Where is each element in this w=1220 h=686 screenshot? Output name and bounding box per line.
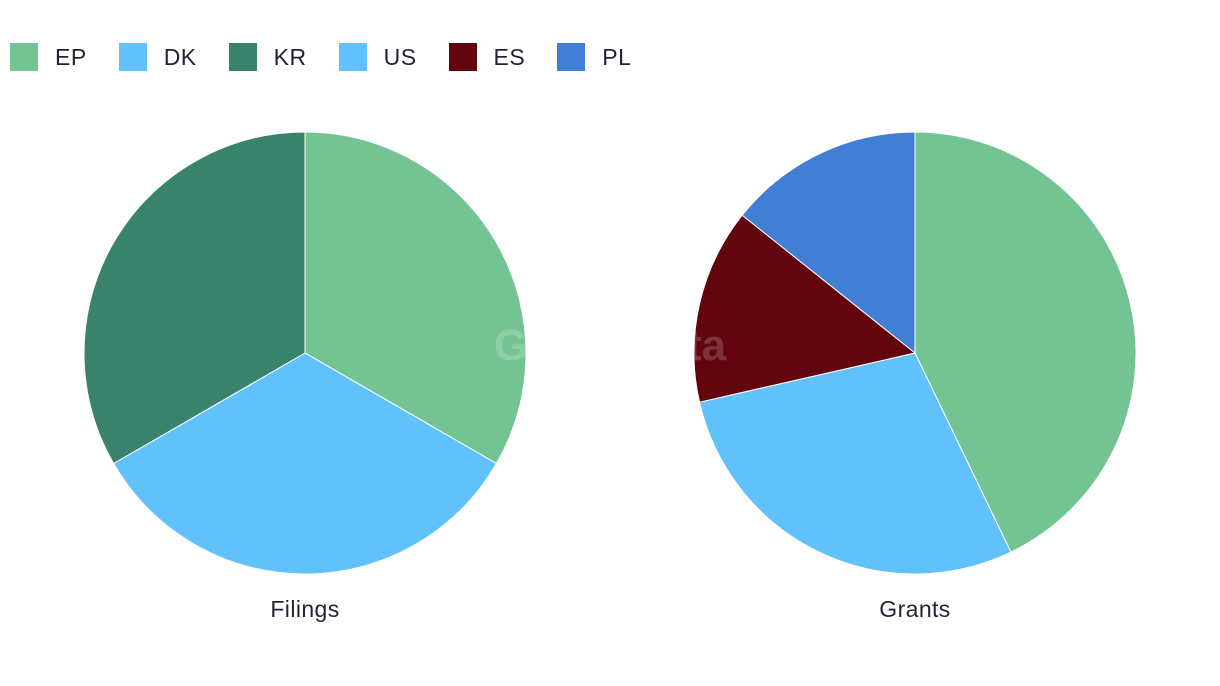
pie-slice-grants-pl[interactable]: [741, 131, 916, 355]
legend-swatch-dk: [118, 43, 147, 71]
pie-slice-grants-us[interactable]: [698, 352, 1012, 575]
legend-swatch-kr: [228, 43, 257, 71]
watermark-text: GlobalData: [494, 321, 727, 370]
legend-label-pl: PL: [602, 43, 632, 70]
pie-title-filings: Filings: [270, 596, 339, 622]
legend-swatch-us: [338, 43, 367, 71]
pie-title-grants: Grants: [879, 596, 950, 622]
pie-filings: [83, 131, 527, 575]
legend-item-kr[interactable]: KR: [228, 43, 307, 71]
pie-slice-filings-ep[interactable]: [304, 131, 527, 465]
legend-item-ep[interactable]: EP: [10, 43, 87, 71]
pie-grants: [693, 131, 1137, 575]
pie-slice-grants-es[interactable]: [693, 214, 917, 403]
pie-slice-grants-ep[interactable]: [914, 131, 1137, 553]
legend-swatch-es: [448, 43, 477, 71]
legend-item-es[interactable]: ES: [448, 43, 526, 71]
legend-item-pl[interactable]: PL: [557, 43, 631, 71]
legend-swatch-ep: [10, 43, 38, 71]
legend-label-es: ES: [493, 43, 526, 70]
pie-slice-filings-us[interactable]: [112, 352, 498, 575]
legend-label-kr: KR: [273, 43, 307, 70]
legend-item-dk[interactable]: DK: [118, 43, 197, 71]
legend-item-us[interactable]: US: [338, 43, 417, 71]
pie-slice-filings-kr[interactable]: [83, 131, 306, 465]
legend: EP DK KR US ES PL: [10, 42, 663, 72]
legend-label-ep: EP: [55, 43, 87, 70]
legend-label-us: US: [383, 43, 417, 70]
legend-swatch-pl: [557, 43, 586, 71]
legend-label-dk: DK: [163, 43, 197, 70]
